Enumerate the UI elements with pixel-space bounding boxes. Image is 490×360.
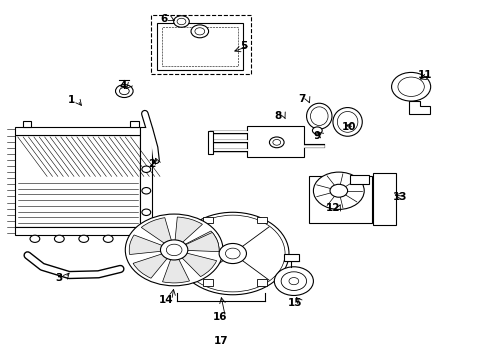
- Circle shape: [313, 127, 322, 134]
- Bar: [203, 279, 213, 286]
- Text: 13: 13: [393, 192, 408, 202]
- Bar: [257, 217, 267, 223]
- Text: 8: 8: [274, 111, 282, 121]
- Circle shape: [54, 235, 64, 242]
- Text: 16: 16: [212, 312, 227, 322]
- Bar: [284, 253, 299, 261]
- Bar: [162, 27, 238, 66]
- Wedge shape: [175, 217, 202, 244]
- Bar: [208, 131, 213, 154]
- Text: 5: 5: [241, 41, 247, 50]
- Circle shape: [79, 235, 89, 242]
- Text: 4: 4: [119, 81, 126, 91]
- Text: 17: 17: [214, 336, 229, 346]
- Wedge shape: [183, 233, 219, 252]
- Wedge shape: [129, 235, 165, 255]
- Circle shape: [274, 267, 314, 296]
- Bar: [130, 121, 139, 127]
- Ellipse shape: [307, 103, 332, 129]
- Text: 10: 10: [342, 122, 356, 132]
- Circle shape: [173, 16, 189, 27]
- Circle shape: [314, 172, 364, 210]
- Circle shape: [142, 209, 151, 216]
- Circle shape: [142, 166, 151, 172]
- Text: 15: 15: [288, 298, 302, 308]
- Bar: [140, 127, 152, 234]
- Circle shape: [270, 137, 284, 148]
- Circle shape: [180, 215, 285, 292]
- Ellipse shape: [337, 112, 358, 132]
- Text: 9: 9: [314, 131, 321, 141]
- Bar: [157, 23, 243, 69]
- Bar: [151, 15, 251, 74]
- Circle shape: [125, 214, 223, 286]
- Bar: [350, 175, 368, 184]
- Circle shape: [176, 212, 289, 295]
- Text: 14: 14: [159, 295, 173, 305]
- Circle shape: [103, 235, 113, 242]
- Bar: [203, 217, 213, 223]
- Wedge shape: [183, 231, 219, 250]
- Text: 11: 11: [417, 70, 432, 80]
- Circle shape: [191, 25, 209, 38]
- Polygon shape: [409, 101, 430, 114]
- Bar: [15, 127, 140, 135]
- Circle shape: [219, 243, 246, 264]
- Wedge shape: [133, 253, 169, 278]
- Bar: [247, 126, 304, 157]
- Text: 7: 7: [298, 94, 306, 104]
- Text: 2: 2: [148, 159, 156, 169]
- Text: 3: 3: [56, 273, 63, 283]
- Bar: [309, 176, 372, 223]
- Circle shape: [160, 240, 188, 260]
- Circle shape: [330, 184, 347, 197]
- Text: 1: 1: [68, 95, 75, 105]
- Bar: [257, 279, 267, 286]
- Bar: [373, 173, 396, 225]
- Circle shape: [116, 85, 133, 98]
- Ellipse shape: [333, 108, 362, 136]
- Text: 6: 6: [161, 14, 168, 24]
- Circle shape: [392, 72, 431, 101]
- Bar: [15, 135, 140, 226]
- Bar: [23, 121, 31, 127]
- Circle shape: [142, 188, 151, 194]
- Wedge shape: [141, 218, 172, 244]
- Ellipse shape: [311, 107, 328, 126]
- Text: 12: 12: [326, 203, 340, 213]
- Wedge shape: [180, 252, 217, 276]
- Wedge shape: [163, 257, 190, 283]
- Circle shape: [30, 235, 40, 242]
- Bar: [15, 226, 140, 234]
